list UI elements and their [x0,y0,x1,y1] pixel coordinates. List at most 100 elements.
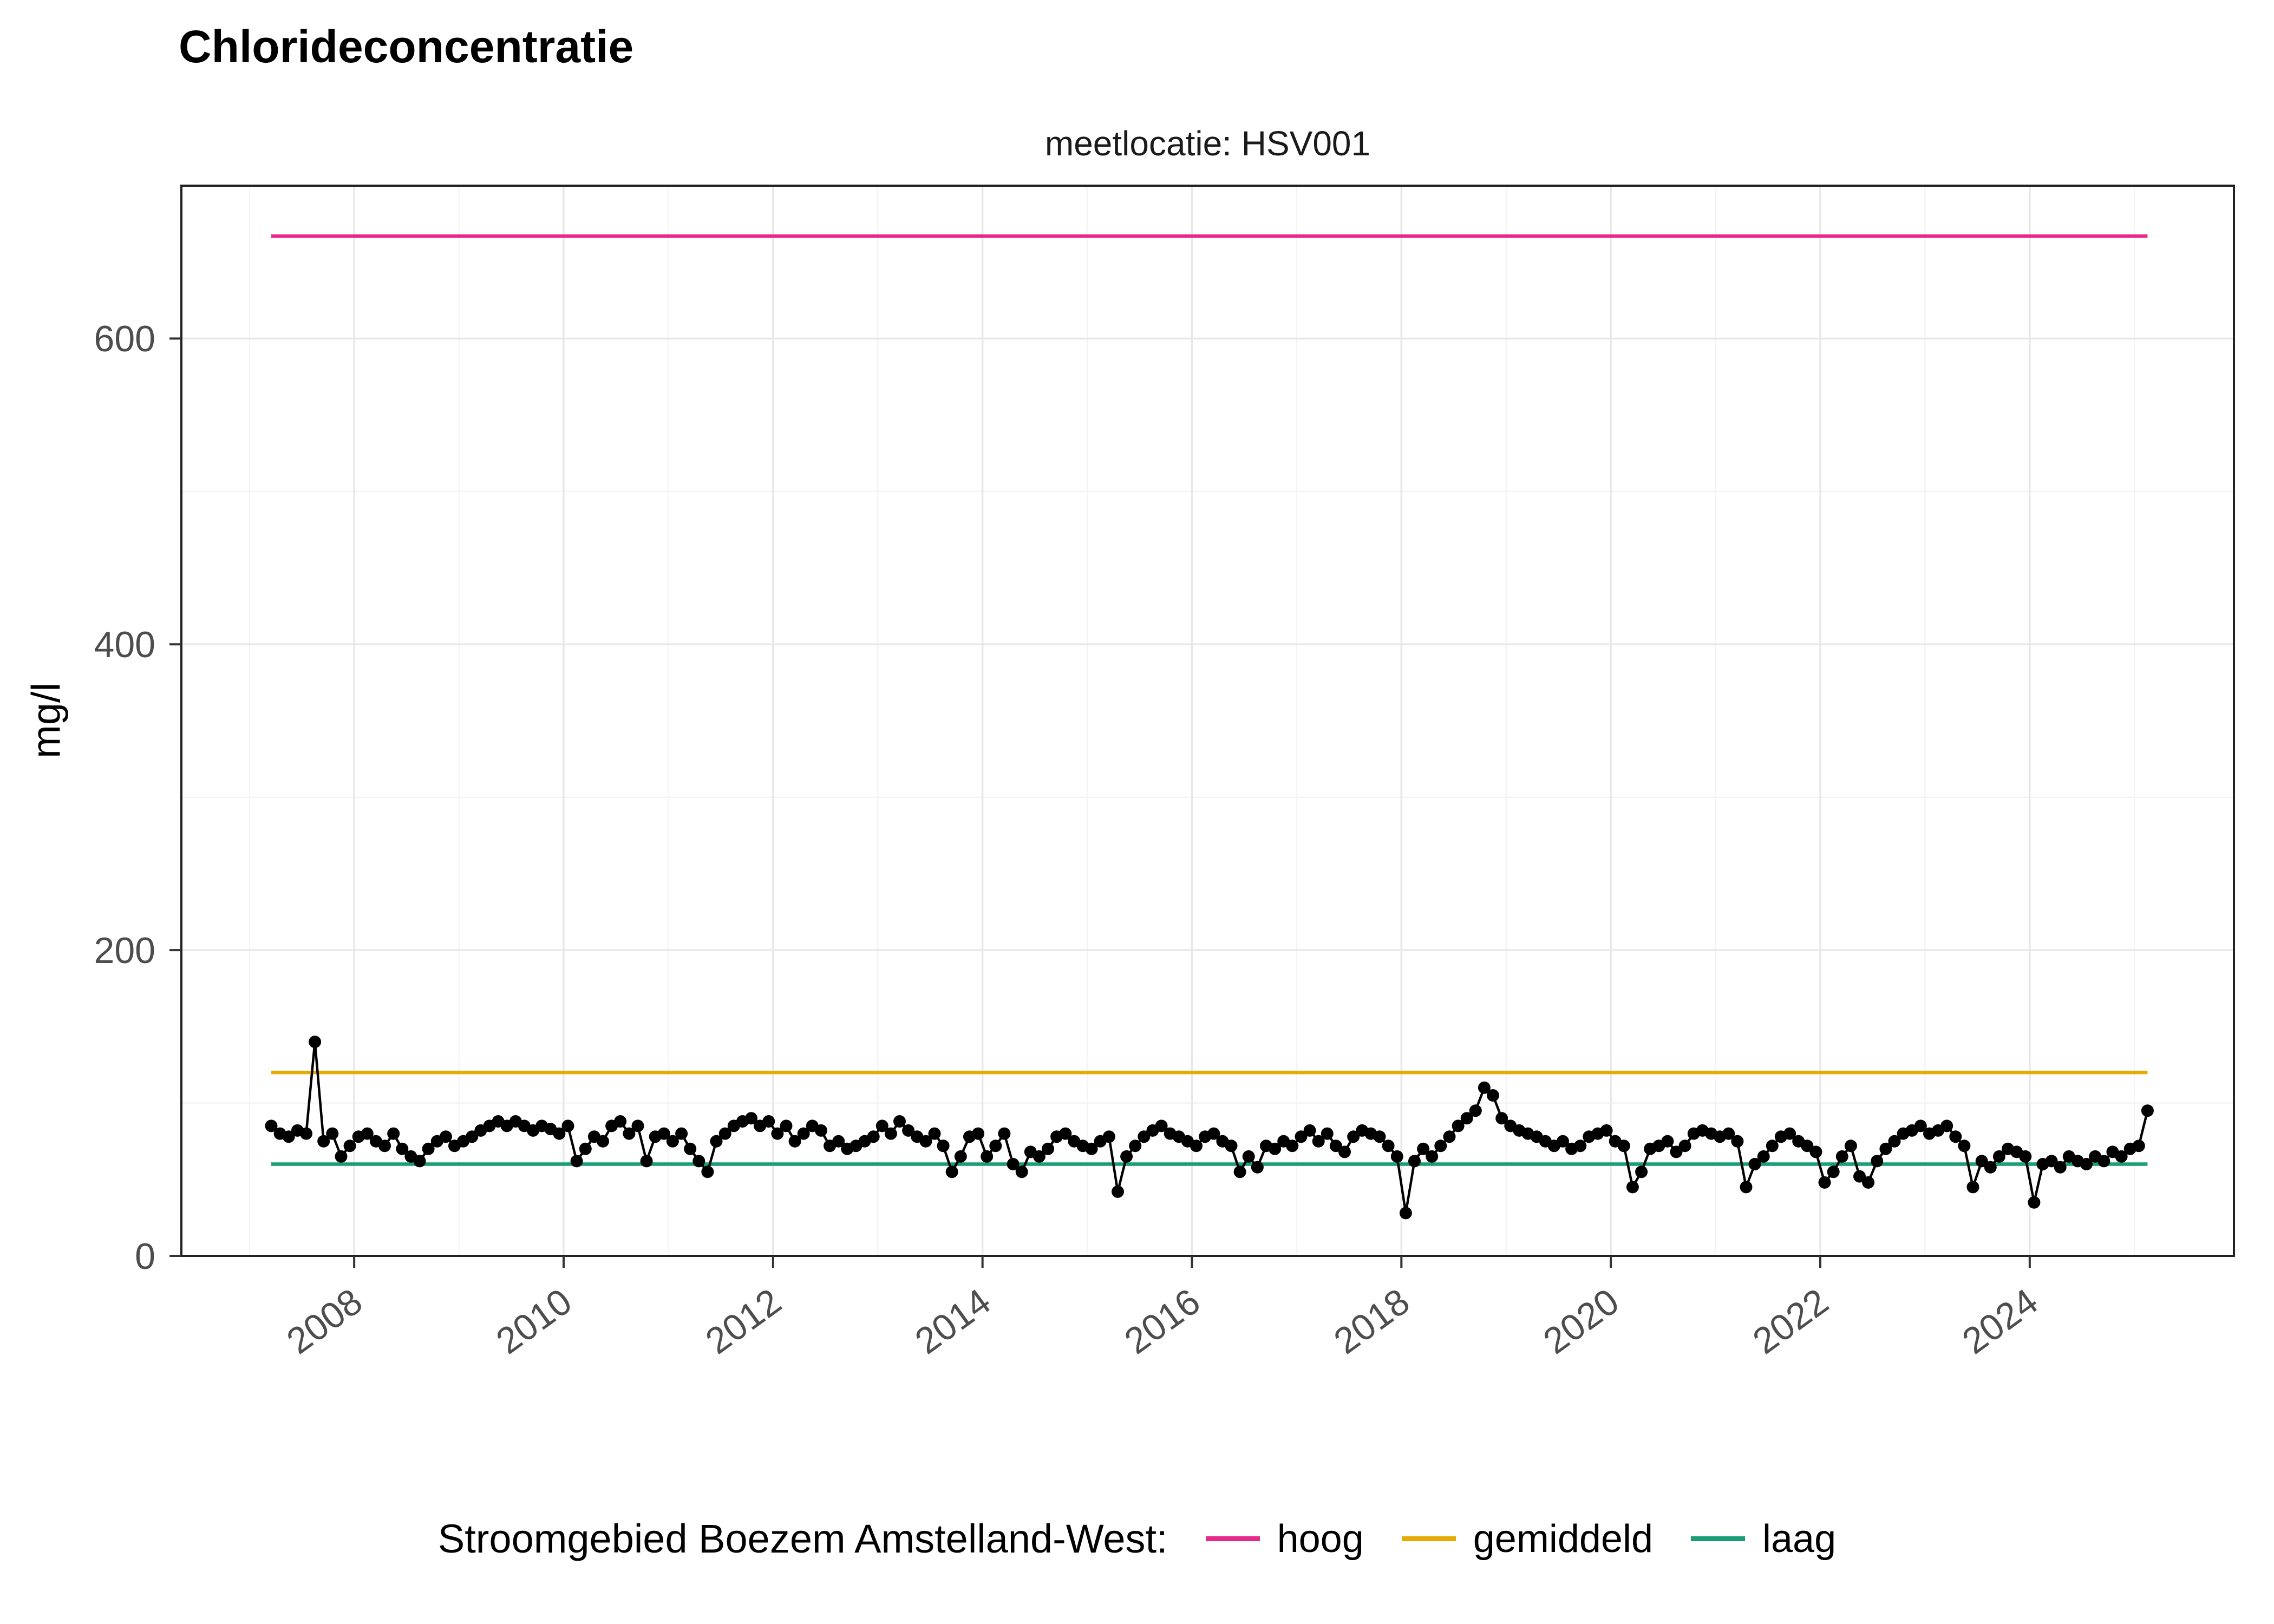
x-tick-label: 2016 [1117,1281,1207,1362]
data-point [1155,1119,1168,1132]
data-point [1940,1119,1953,1132]
data-point [265,1119,278,1132]
legend: Stroomgebied Boezem Amstelland-West: hoo… [0,1516,2274,1562]
data-point [570,1155,583,1168]
data-point [771,1127,784,1140]
data-point [1992,1150,2005,1163]
data-point [1661,1135,1674,1148]
data-point [884,1127,897,1140]
data-point [780,1119,793,1132]
data-point [797,1127,810,1140]
data-point [1844,1140,1857,1152]
data-point [1600,1124,1613,1137]
data-point [1975,1155,1988,1168]
data-point [2080,1158,2093,1170]
data-point [1059,1127,1072,1140]
data-point [1670,1145,1683,1158]
legend-item-hoog: hoog [1205,1517,1364,1561]
data-point [692,1155,705,1168]
x-tick-label: 2018 [1327,1281,1417,1362]
data-point [1801,1140,1814,1152]
legend-item-gemiddeld: gemiddeld [1401,1517,1653,1561]
data-point [893,1115,906,1128]
legend-items: hoog gemiddeld laag [1205,1517,1836,1561]
data-point [675,1127,688,1140]
data-point [466,1130,479,1143]
data-point [1382,1140,1395,1152]
data-point [1966,1181,1979,1194]
data-point [1269,1142,1282,1155]
legend-key-line-gemiddeld [1401,1536,1456,1541]
data-point [623,1127,636,1140]
data-point [1809,1145,1822,1158]
data-point [282,1130,295,1143]
data-point [762,1115,775,1128]
data-point [1233,1165,1246,1178]
data-point [1129,1140,1142,1152]
data-point [1225,1140,1238,1152]
data-point [998,1127,1011,1140]
data-point [309,1036,322,1049]
data-point [1015,1165,1028,1178]
data-point [387,1127,400,1140]
data-point [1190,1140,1203,1152]
y-tick-label: 400 [94,624,155,665]
data-point [1888,1135,1901,1148]
data-point [1879,1142,1892,1155]
data-point [937,1140,950,1152]
legend-key-line-laag [1691,1536,1745,1541]
data-point [1557,1135,1569,1148]
data-point [2054,1161,2067,1174]
data-point [684,1142,697,1155]
data-point [1495,1112,1508,1125]
data-point [1835,1150,1848,1163]
data-point [1949,1130,1962,1143]
data-point [1574,1140,1587,1152]
data-point [954,1150,967,1163]
x-tick-label: 2010 [489,1281,579,1362]
data-point [1827,1165,1840,1178]
legend-title: Stroomgebied Boezem Amstelland-West: [437,1516,1168,1561]
data-point [1862,1176,1875,1189]
x-tick-label: 2024 [1955,1281,2046,1362]
data-point [561,1119,574,1132]
data-point [1102,1130,1115,1143]
data-point [579,1142,592,1155]
y-tick-label: 600 [94,318,155,359]
data-point [614,1115,627,1128]
data-point [2028,1196,2041,1209]
data-point [1443,1130,1456,1143]
data-point [317,1135,330,1148]
data-point [867,1130,880,1143]
panel-border [180,185,2235,1257]
data-point [335,1150,348,1163]
data-point [2097,1155,2110,1168]
data-point [972,1127,985,1140]
data-point [1390,1150,1403,1163]
legend-label-gemiddeld: gemiddeld [1473,1517,1653,1561]
data-point [1408,1155,1421,1168]
data-point [1042,1142,1054,1155]
data-point [1469,1104,1482,1117]
data-point [1871,1155,1884,1168]
data-point [1399,1207,1412,1220]
data-point [1722,1127,1735,1140]
data-point [1914,1119,1927,1132]
data-point [553,1127,566,1140]
y-tick-label: 0 [135,1236,155,1277]
legend-item-laag: laag [1691,1517,1836,1561]
data-point [1347,1130,1360,1143]
chart-title: Chlorideconcentratie [179,21,634,72]
data-point [1452,1119,1465,1132]
data-point [875,1119,888,1132]
data-point [710,1135,723,1148]
data-point [701,1165,714,1178]
data-point [640,1155,653,1168]
x-tick-label: 2008 [279,1281,370,1362]
data-point [1740,1181,1753,1194]
data-point [1958,1140,1971,1152]
data-point [1295,1130,1308,1143]
legend-label-hoog: hoog [1277,1517,1364,1561]
panel-background [181,186,2234,1256]
